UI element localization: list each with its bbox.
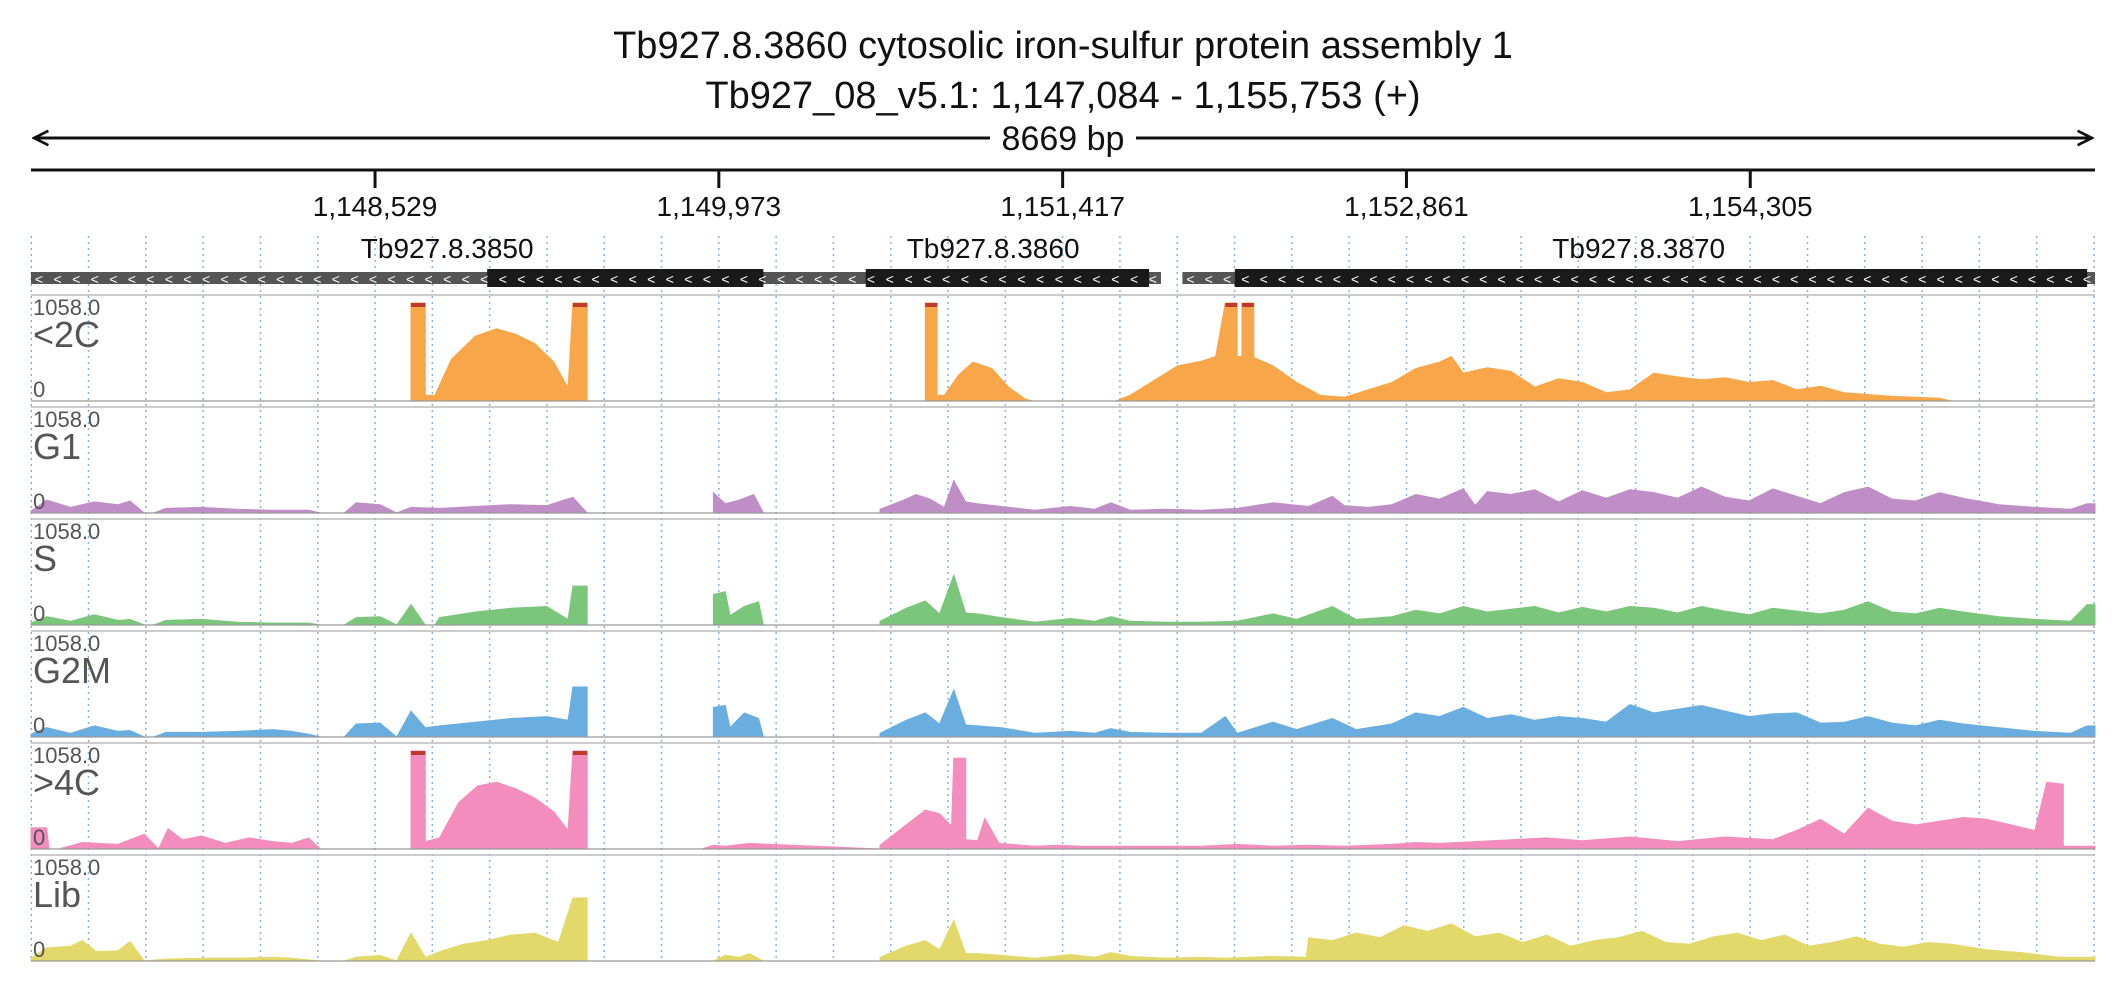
- clip-indicator: [410, 303, 426, 307]
- coverage-area: [30, 573, 2096, 626]
- clip-indicator: [1225, 303, 1238, 307]
- span-length-label: 8669 bp: [1002, 120, 1125, 158]
- track-name: S: [33, 538, 57, 579]
- track-name: G1: [33, 426, 81, 467]
- coordinate-axis: 1,148,529 1,149,973 1,151,417 1,152,861 1,15…: [31, 168, 2095, 222]
- clip-indicator: [410, 751, 426, 755]
- clip-indicator: [572, 303, 588, 307]
- track-ymin-label: 0: [33, 825, 45, 850]
- track-ymax-label: 1058.0: [33, 743, 100, 768]
- clip-indicator: [572, 751, 588, 755]
- region-span-arrow: 8669 bp: [34, 120, 2092, 158]
- track-ymin-label: 0: [33, 489, 45, 514]
- coverage-track: 1058.0G1 0: [30, 406, 2096, 514]
- coverage-track: 1058.0<2C 0: [31, 294, 2095, 402]
- gene-cds-bar: [487, 269, 764, 287]
- gene-label: Tb927.8.3870: [1552, 233, 1725, 264]
- track-name: <2C: [33, 314, 100, 355]
- track-ymax-label: 1058.0: [33, 855, 100, 880]
- track-ymax-label: 1058.0: [33, 295, 100, 320]
- clip-indicator: [925, 303, 938, 307]
- track-ymax-label: 1058.0: [33, 519, 100, 544]
- coverage-track: 1058.0>4C 0: [30, 742, 2096, 850]
- track-ymin-label: 0: [33, 601, 45, 626]
- gene-cds-bar: [1234, 269, 2088, 287]
- track-name: G2M: [33, 650, 111, 691]
- grid-lines: [30, 236, 2095, 962]
- clip-indicator: [1241, 303, 1254, 307]
- gene-strand-chevrons: < < < < < < < < < < < < < < < < < < < < …: [1186, 271, 2091, 287]
- coverage-area: [31, 302, 2095, 402]
- coverage-area: [30, 750, 2096, 850]
- axis-tick-label: 1,154,305: [1688, 191, 1813, 222]
- track-ymin-label: 0: [33, 937, 45, 962]
- track-ymax-label: 1058.0: [33, 631, 100, 656]
- gene-strand-chevrons: < < < < < < < < < < < < < < < < < < < < …: [35, 271, 859, 287]
- axis-tick-label: 1,149,973: [657, 191, 782, 222]
- track-name: Lib: [33, 874, 81, 915]
- axis-tick-label: 1,148,529: [313, 191, 438, 222]
- figure-title: Tb927.8.3860 cytosolic iron-sulfur prote…: [613, 25, 1513, 67]
- track-ymin-label: 0: [33, 377, 45, 402]
- coverage-area: [30, 479, 2096, 514]
- gene-annotation-track: < < < < < < < < < < < < < < < < < < < < …: [31, 233, 2095, 287]
- gene-label: Tb927.8.3850: [361, 233, 534, 264]
- gene-cds-bar: [865, 269, 1150, 287]
- gene-label: Tb927.8.3860: [907, 233, 1080, 264]
- track-name: >4C: [33, 762, 100, 803]
- axis-tick-label: 1,151,417: [1000, 191, 1125, 222]
- figure-subtitle: Tb927_08_v5.1: 1,147,084 - 1,155,753 (+): [705, 75, 1420, 117]
- track-ymin-label: 0: [33, 713, 45, 738]
- coverage-tracks: 1058.0<2C01058.0G101058.0S01058.0G2M0105…: [30, 294, 2096, 962]
- axis-tick-label: 1,152,861: [1344, 191, 1469, 222]
- track-ymax-label: 1058.0: [33, 407, 100, 432]
- coverage-track: 1058.0S 0: [30, 518, 2096, 626]
- gene-strand-chevrons: < < < < < < < < < < < < < < < < < <: [829, 271, 1157, 287]
